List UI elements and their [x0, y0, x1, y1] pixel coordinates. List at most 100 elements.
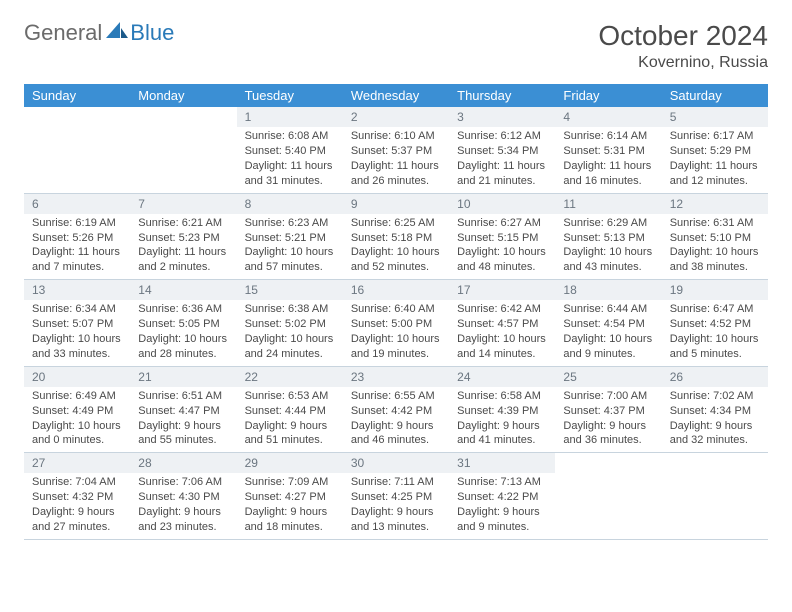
sunrise-text: Sunrise: 6:51 AM: [138, 389, 228, 404]
daylight-text: Daylight: 10 hours and 5 minutes.: [670, 332, 760, 362]
calendar-cell: [130, 107, 236, 193]
cell-body: Sunrise: 6:53 AMSunset: 4:44 PMDaylight:…: [237, 387, 343, 452]
sunrise-text: Sunrise: 6:55 AM: [351, 389, 441, 404]
day-number: 7: [130, 194, 236, 214]
day-number: 31: [449, 453, 555, 473]
sunset-text: Sunset: 4:30 PM: [138, 490, 228, 505]
day-number: 2: [343, 107, 449, 127]
sunset-text: Sunset: 4:25 PM: [351, 490, 441, 505]
sunset-text: Sunset: 5:29 PM: [670, 144, 760, 159]
sunset-text: Sunset: 4:44 PM: [245, 404, 335, 419]
sunrise-text: Sunrise: 6:10 AM: [351, 129, 441, 144]
calendar-cell: 6Sunrise: 6:19 AMSunset: 5:26 PMDaylight…: [24, 194, 130, 280]
sunset-text: Sunset: 4:57 PM: [457, 317, 547, 332]
daylight-text: Daylight: 10 hours and 14 minutes.: [457, 332, 547, 362]
day-number: 24: [449, 367, 555, 387]
daylight-text: Daylight: 9 hours and 27 minutes.: [32, 505, 122, 535]
daylight-text: Daylight: 11 hours and 16 minutes.: [563, 159, 653, 189]
cell-body: Sunrise: 6:25 AMSunset: 5:18 PMDaylight:…: [343, 214, 449, 279]
day-number: 10: [449, 194, 555, 214]
cell-body: Sunrise: 7:04 AMSunset: 4:32 PMDaylight:…: [24, 473, 130, 538]
sunset-text: Sunset: 4:42 PM: [351, 404, 441, 419]
sunrise-text: Sunrise: 6:47 AM: [670, 302, 760, 317]
sunrise-text: Sunrise: 6:34 AM: [32, 302, 122, 317]
day-number: 3: [449, 107, 555, 127]
calendar-cell: 7Sunrise: 6:21 AMSunset: 5:23 PMDaylight…: [130, 194, 236, 280]
day-number: 11: [555, 194, 661, 214]
calendar-cell: 9Sunrise: 6:25 AMSunset: 5:18 PMDaylight…: [343, 194, 449, 280]
cell-body: Sunrise: 6:29 AMSunset: 5:13 PMDaylight:…: [555, 214, 661, 279]
day-number: 14: [130, 280, 236, 300]
title-block: October 2024 Kovernino, Russia: [598, 20, 768, 72]
daylight-text: Daylight: 9 hours and 51 minutes.: [245, 419, 335, 449]
sunrise-text: Sunrise: 7:06 AM: [138, 475, 228, 490]
calendar-cell: 4Sunrise: 6:14 AMSunset: 5:31 PMDaylight…: [555, 107, 661, 193]
sunset-text: Sunset: 5:00 PM: [351, 317, 441, 332]
cell-body: Sunrise: 6:23 AMSunset: 5:21 PMDaylight:…: [237, 214, 343, 279]
cell-body: Sunrise: 7:09 AMSunset: 4:27 PMDaylight:…: [237, 473, 343, 538]
cell-body: Sunrise: 6:17 AMSunset: 5:29 PMDaylight:…: [662, 127, 768, 192]
sunset-text: Sunset: 4:34 PM: [670, 404, 760, 419]
sunset-text: Sunset: 4:49 PM: [32, 404, 122, 419]
sunrise-text: Sunrise: 6:42 AM: [457, 302, 547, 317]
cell-body: Sunrise: 6:38 AMSunset: 5:02 PMDaylight:…: [237, 300, 343, 365]
sunset-text: Sunset: 5:21 PM: [245, 231, 335, 246]
calendar-cell: 8Sunrise: 6:23 AMSunset: 5:21 PMDaylight…: [237, 194, 343, 280]
calendar-cell: 27Sunrise: 7:04 AMSunset: 4:32 PMDayligh…: [24, 453, 130, 539]
day-number: 28: [130, 453, 236, 473]
cell-body: Sunrise: 6:19 AMSunset: 5:26 PMDaylight:…: [24, 214, 130, 279]
sunrise-text: Sunrise: 7:04 AM: [32, 475, 122, 490]
sunrise-text: Sunrise: 6:21 AM: [138, 216, 228, 231]
day-header-row: Sunday Monday Tuesday Wednesday Thursday…: [24, 84, 768, 107]
cell-body: Sunrise: 6:36 AMSunset: 5:05 PMDaylight:…: [130, 300, 236, 365]
daylight-text: Daylight: 9 hours and 41 minutes.: [457, 419, 547, 449]
sunset-text: Sunset: 5:15 PM: [457, 231, 547, 246]
sunset-text: Sunset: 4:22 PM: [457, 490, 547, 505]
calendar-cell: 10Sunrise: 6:27 AMSunset: 5:15 PMDayligh…: [449, 194, 555, 280]
cell-body: Sunrise: 6:21 AMSunset: 5:23 PMDaylight:…: [130, 214, 236, 279]
calendar-cell: 18Sunrise: 6:44 AMSunset: 4:54 PMDayligh…: [555, 280, 661, 366]
cell-body: Sunrise: 6:51 AMSunset: 4:47 PMDaylight:…: [130, 387, 236, 452]
sunrise-text: Sunrise: 6:36 AM: [138, 302, 228, 317]
sunrise-text: Sunrise: 6:23 AM: [245, 216, 335, 231]
daylight-text: Daylight: 9 hours and 36 minutes.: [563, 419, 653, 449]
logo: General Blue: [24, 20, 174, 46]
day-number: 30: [343, 453, 449, 473]
daylight-text: Daylight: 10 hours and 0 minutes.: [32, 419, 122, 449]
day-number: 13: [24, 280, 130, 300]
cell-body: Sunrise: 6:55 AMSunset: 4:42 PMDaylight:…: [343, 387, 449, 452]
sunrise-text: Sunrise: 6:25 AM: [351, 216, 441, 231]
day-number: 18: [555, 280, 661, 300]
day-number: 26: [662, 367, 768, 387]
daylight-text: Daylight: 9 hours and 55 minutes.: [138, 419, 228, 449]
cell-body: Sunrise: 6:40 AMSunset: 5:00 PMDaylight:…: [343, 300, 449, 365]
calendar-cell: 17Sunrise: 6:42 AMSunset: 4:57 PMDayligh…: [449, 280, 555, 366]
calendar-cell: 14Sunrise: 6:36 AMSunset: 5:05 PMDayligh…: [130, 280, 236, 366]
sunrise-text: Sunrise: 6:40 AM: [351, 302, 441, 317]
calendar-cell: 26Sunrise: 7:02 AMSunset: 4:34 PMDayligh…: [662, 367, 768, 453]
month-title: October 2024: [598, 20, 768, 52]
cell-body: Sunrise: 7:00 AMSunset: 4:37 PMDaylight:…: [555, 387, 661, 452]
daylight-text: Daylight: 10 hours and 33 minutes.: [32, 332, 122, 362]
sunrise-text: Sunrise: 7:09 AM: [245, 475, 335, 490]
day-number: 29: [237, 453, 343, 473]
sunrise-text: Sunrise: 6:08 AM: [245, 129, 335, 144]
daylight-text: Daylight: 9 hours and 9 minutes.: [457, 505, 547, 535]
cell-body: Sunrise: 7:11 AMSunset: 4:25 PMDaylight:…: [343, 473, 449, 538]
cell-body: Sunrise: 6:47 AMSunset: 4:52 PMDaylight:…: [662, 300, 768, 365]
calendar-cell: 13Sunrise: 6:34 AMSunset: 5:07 PMDayligh…: [24, 280, 130, 366]
sunset-text: Sunset: 5:26 PM: [32, 231, 122, 246]
daylight-text: Daylight: 10 hours and 52 minutes.: [351, 245, 441, 275]
calendar-cell: 15Sunrise: 6:38 AMSunset: 5:02 PMDayligh…: [237, 280, 343, 366]
sunset-text: Sunset: 4:47 PM: [138, 404, 228, 419]
week-row: 13Sunrise: 6:34 AMSunset: 5:07 PMDayligh…: [24, 280, 768, 367]
sunrise-text: Sunrise: 6:29 AM: [563, 216, 653, 231]
daylight-text: Daylight: 11 hours and 12 minutes.: [670, 159, 760, 189]
cell-body: Sunrise: 7:13 AMSunset: 4:22 PMDaylight:…: [449, 473, 555, 538]
calendar-cell: 30Sunrise: 7:11 AMSunset: 4:25 PMDayligh…: [343, 453, 449, 539]
day-number: 19: [662, 280, 768, 300]
cell-body: Sunrise: 6:12 AMSunset: 5:34 PMDaylight:…: [449, 127, 555, 192]
cell-body: Sunrise: 6:10 AMSunset: 5:37 PMDaylight:…: [343, 127, 449, 192]
daylight-text: Daylight: 9 hours and 13 minutes.: [351, 505, 441, 535]
sunrise-text: Sunrise: 6:53 AM: [245, 389, 335, 404]
